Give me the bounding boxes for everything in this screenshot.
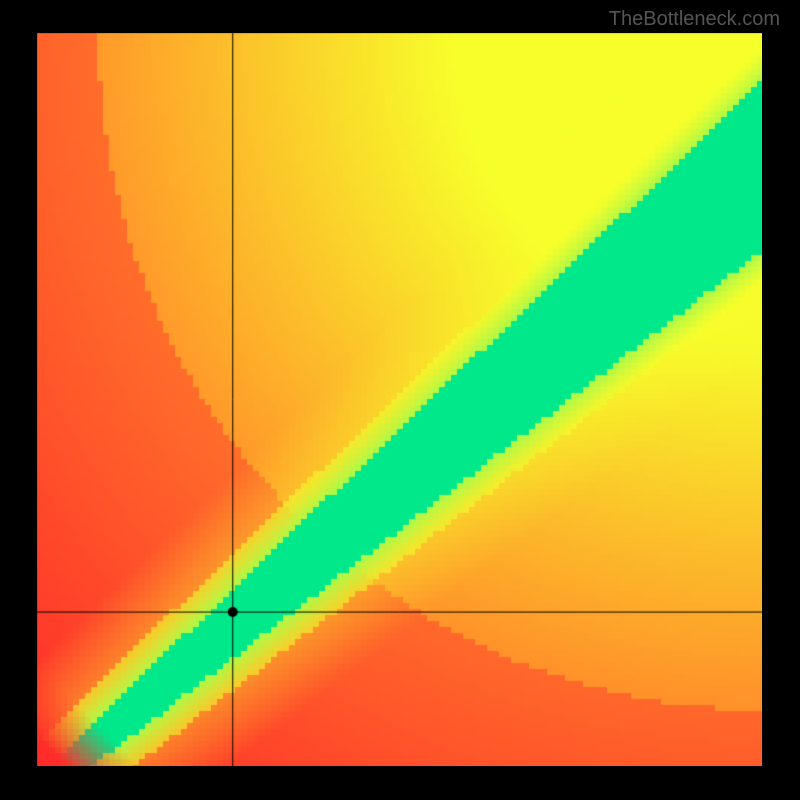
heatmap-canvas <box>0 0 800 800</box>
chart-container: TheBottleneck.com <box>0 0 800 800</box>
frame-right <box>762 9 786 790</box>
watermark-text: TheBottleneck.com <box>609 8 780 31</box>
frame-left <box>13 9 37 790</box>
frame-bottom <box>13 766 786 790</box>
